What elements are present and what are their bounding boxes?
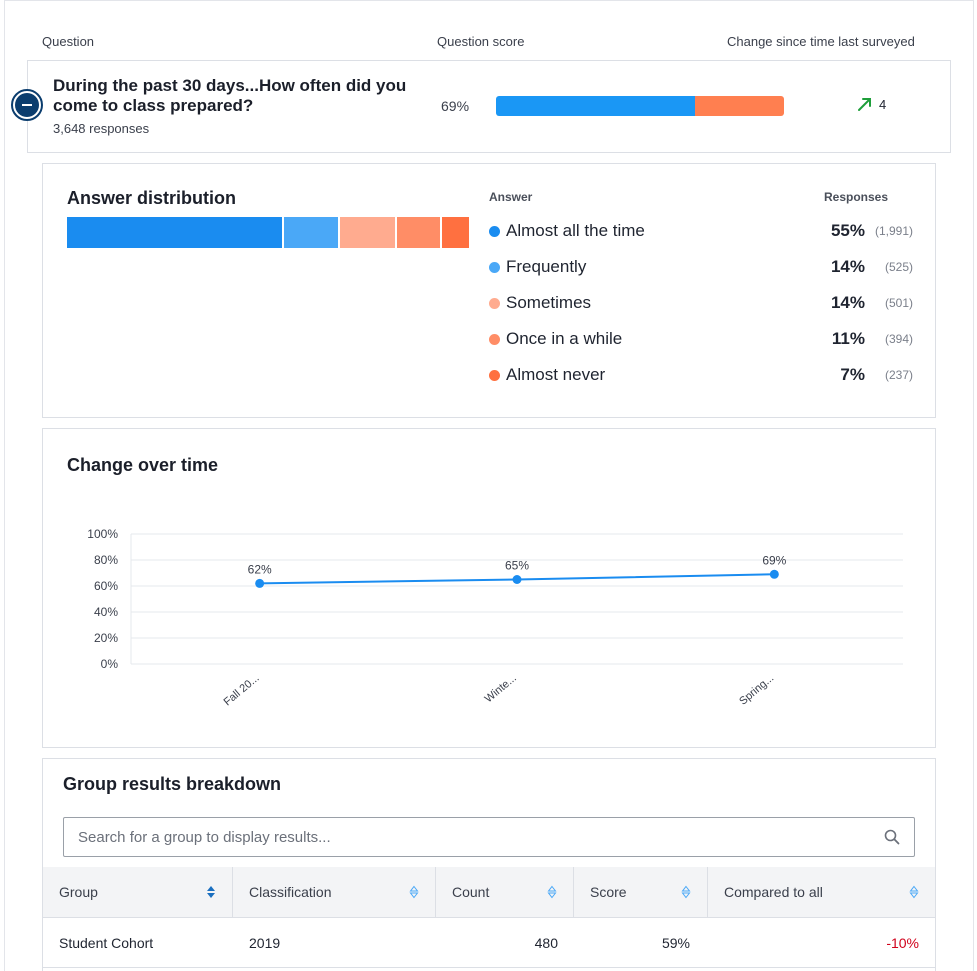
column-header-question: Question xyxy=(42,34,95,49)
data-label: 65% xyxy=(505,559,529,573)
answer-row: Almost all the time 55% (1,991) xyxy=(489,219,913,243)
answer-count: (525) xyxy=(884,260,913,274)
column-header-change: Change since time last surveyed xyxy=(727,34,915,49)
cell-score: 59% xyxy=(661,935,690,951)
group-results-title: Group results breakdown xyxy=(63,774,282,794)
score-bar-remainder xyxy=(694,96,784,116)
y-tick-label: 60% xyxy=(94,579,118,593)
trend-up-icon xyxy=(858,98,871,111)
y-tick-label: 80% xyxy=(94,553,118,567)
y-tick-label: 0% xyxy=(101,657,119,671)
cell-count: 480 xyxy=(534,935,558,951)
column-header-score: Question score xyxy=(437,34,525,49)
page-frame xyxy=(4,0,974,971)
score-bar-fill xyxy=(496,96,695,116)
sort-icon[interactable] xyxy=(409,885,419,899)
legend-dot xyxy=(489,333,500,345)
answer-row: Frequently 14% (525) xyxy=(489,255,913,279)
cell-compared: -10% xyxy=(886,935,919,951)
y-tick-label: 20% xyxy=(94,631,118,645)
table-header: Group Classification Count Score Compare… xyxy=(43,867,935,918)
column-classification[interactable]: Classification xyxy=(233,867,436,917)
answer-row: Almost never 7% (237) xyxy=(489,363,913,387)
column-label: Score xyxy=(590,884,627,900)
score-bar xyxy=(496,96,784,116)
answer-row: Sometimes 14% (501) xyxy=(489,291,913,315)
answer-label: Sometimes xyxy=(506,293,592,312)
minus-icon xyxy=(15,93,39,117)
line-chart: 100% 80% 60% 40% 20% 0% 62% Fall 20... 65% Winte.… xyxy=(87,527,903,708)
column-count[interactable]: Count xyxy=(436,867,574,917)
answer-percent: 14% xyxy=(830,293,865,312)
distribution-segment xyxy=(283,217,339,248)
answer-distribution-panel: Answer distribution Answer Responses Alm… xyxy=(42,163,936,418)
legend-dot xyxy=(489,225,500,237)
data-point xyxy=(512,575,522,584)
answer-label: Once in a while xyxy=(506,329,623,348)
answer-percent: 11% xyxy=(831,329,865,348)
responses-header: Responses xyxy=(824,190,889,204)
collapse-button[interactable] xyxy=(11,89,43,121)
column-label: Group xyxy=(59,884,98,900)
legend-dot xyxy=(489,297,500,309)
answer-count: (1,991) xyxy=(874,224,913,238)
column-group[interactable]: Group xyxy=(43,867,233,917)
column-score[interactable]: Score xyxy=(574,867,708,917)
answer-label: Frequently xyxy=(506,257,587,276)
answer-distribution-title: Answer distribution xyxy=(67,188,237,208)
data-label: 69% xyxy=(762,553,786,567)
change-indicator: 4 xyxy=(857,96,886,112)
answer-percent: 14% xyxy=(830,257,865,276)
change-over-time-title: Change over time xyxy=(67,455,219,475)
answer-row: Once in a while 11% (394) xyxy=(489,327,913,351)
legend-dot xyxy=(489,261,500,273)
sort-icon[interactable] xyxy=(547,885,557,899)
x-tick-label: Winte... xyxy=(483,672,519,705)
column-compared[interactable]: Compared to all xyxy=(708,867,935,917)
distribution-segment xyxy=(340,217,395,248)
column-label: Classification xyxy=(249,884,332,900)
answer-percent: 55% xyxy=(830,221,865,240)
answer-count: (237) xyxy=(884,368,913,382)
response-count: 3,648 responses xyxy=(53,121,150,136)
group-search xyxy=(63,817,915,857)
group-results-panel: Group results breakdown Group Classifica… xyxy=(42,758,936,971)
x-tick-label: Fall 20... xyxy=(222,672,262,708)
answer-header: Answer xyxy=(489,190,533,204)
change-value: 4 xyxy=(879,96,887,112)
answer-label: Almost never xyxy=(506,365,606,384)
distribution-bar xyxy=(67,217,469,248)
column-label: Compared to all xyxy=(724,884,823,900)
table-row[interactable]: Student Cohort 2019 480 59% -10% xyxy=(43,919,935,968)
search-icon[interactable] xyxy=(884,829,900,845)
data-point xyxy=(769,569,779,579)
sort-icon[interactable] xyxy=(681,885,691,899)
question-title: During the past 30 days...How often did … xyxy=(53,76,407,115)
distribution-segment xyxy=(441,217,469,248)
question-score: 69% xyxy=(441,98,470,114)
answer-percent: 7% xyxy=(840,365,865,384)
answer-count: (394) xyxy=(884,332,913,346)
cell-group: Student Cohort xyxy=(59,935,154,951)
y-tick-label: 40% xyxy=(94,605,118,619)
legend-dot xyxy=(489,369,500,381)
sort-icon[interactable] xyxy=(909,885,919,899)
x-tick-label: Spring... xyxy=(737,672,776,708)
answer-label: Almost all the time xyxy=(506,221,645,240)
change-over-time-panel: Change over time 100% 80% 60% 40% 20% 0% 62% Fa… xyxy=(42,428,936,748)
distribution-segment xyxy=(396,217,440,248)
data-point xyxy=(255,578,265,588)
column-label: Count xyxy=(452,884,490,900)
y-tick-label: 100% xyxy=(87,527,118,541)
sort-active-icon[interactable] xyxy=(206,885,216,899)
group-search-input[interactable] xyxy=(78,828,884,846)
distribution-segment xyxy=(67,217,282,248)
data-label: 62% xyxy=(248,562,272,576)
cell-classification: 2019 xyxy=(249,935,281,951)
answer-count: (501) xyxy=(884,296,913,310)
